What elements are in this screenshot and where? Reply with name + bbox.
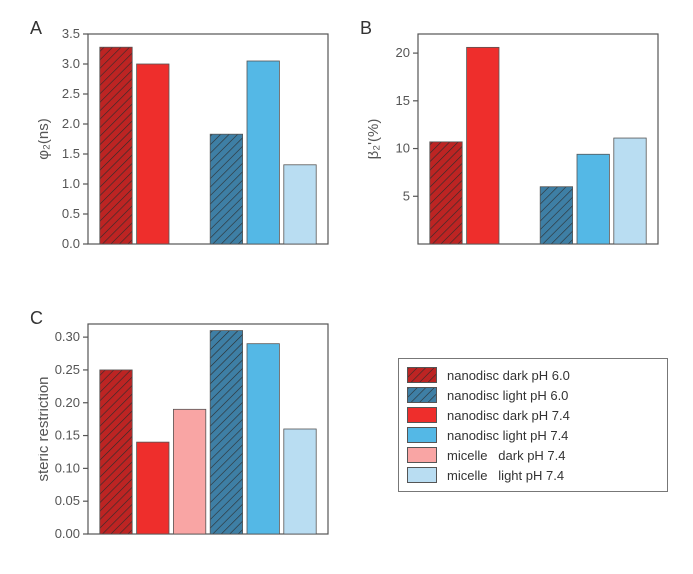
y-axis-label: steric restriction (38, 376, 52, 481)
ytick-label: 1.5 (62, 146, 80, 161)
legend-item: nanodisc dark pH 6.0 (407, 365, 657, 385)
bar (137, 442, 169, 534)
chart-b: 5 10 15 20 β₂'(%) (368, 28, 664, 256)
legend-label: micelle light pH 7.4 (447, 468, 564, 483)
ytick-label: 0.00 (55, 526, 80, 541)
bar-hatch (100, 47, 132, 244)
legend-label: nanodisc dark pH 7.4 (447, 408, 570, 423)
ytick-label: 10 (396, 141, 410, 156)
legend-label: nanodisc light pH 6.0 (447, 388, 568, 403)
legend-swatch (407, 427, 437, 443)
panel-label-b: B (360, 18, 372, 39)
legend-item: nanodisc light pH 6.0 (407, 385, 657, 405)
figure: 0.0 0.5 1.0 1.5 2.0 2.5 3.0 3.5 φ₂(ns) 5 10 15 20 β₂… (0, 0, 693, 574)
bar (137, 64, 169, 244)
legend-label: micelle dark pH 7.4 (447, 448, 566, 463)
legend-label: nanodisc light pH 7.4 (447, 428, 568, 443)
ytick-label: 3.0 (62, 56, 80, 71)
ytick-label: 0.15 (55, 428, 80, 443)
bar (284, 165, 316, 244)
ytick-label: 0.20 (55, 395, 80, 410)
ytick-label: 2.0 (62, 116, 80, 131)
bar-hatch (100, 370, 132, 534)
legend-swatch (407, 447, 437, 463)
legend-item: nanodisc dark pH 7.4 (407, 405, 657, 425)
bar (467, 47, 499, 244)
y-axis-label: φ₂(ns) (38, 118, 52, 159)
bar (577, 154, 609, 244)
bar-hatch (430, 142, 462, 244)
legend-swatch (407, 467, 437, 483)
ytick-label: 5 (403, 188, 410, 203)
legend-box: nanodisc dark pH 6.0 nanodisc light pH 6… (398, 358, 668, 492)
ytick-label: 3.5 (62, 28, 80, 41)
ytick-label: 0.05 (55, 493, 80, 508)
bar-hatch (210, 331, 242, 534)
panel-a: 0.0 0.5 1.0 1.5 2.0 2.5 3.0 3.5 φ₂(ns) (38, 28, 334, 256)
panel-c: 0.00 0.05 0.10 0.15 0.20 0.25 0.30 steric restr… (38, 318, 334, 546)
legend-item: micelle dark pH 7.4 (407, 445, 657, 465)
bar-hatch (540, 187, 572, 244)
legend-item: nanodisc light pH 7.4 (407, 425, 657, 445)
ytick-label: 15 (396, 93, 410, 108)
ytick-label: 0.5 (62, 206, 80, 221)
ytick-label: 0.0 (62, 236, 80, 251)
ytick-label: 20 (396, 45, 410, 60)
bar (173, 409, 205, 534)
legend-swatch (407, 367, 437, 383)
panel-label-a: A (30, 18, 42, 39)
panel-label-c: C (30, 308, 43, 329)
legend-label: nanodisc dark pH 6.0 (447, 368, 570, 383)
ytick-label: 0.25 (55, 362, 80, 377)
bar (247, 344, 279, 534)
bar (284, 429, 316, 534)
ytick-label: 0.30 (55, 329, 80, 344)
legend-swatch (407, 407, 437, 423)
chart-c: 0.00 0.05 0.10 0.15 0.20 0.25 0.30 steric restr… (38, 318, 334, 546)
chart-a: 0.0 0.5 1.0 1.5 2.0 2.5 3.0 3.5 φ₂(ns) (38, 28, 334, 256)
y-axis-label: β₂'(%) (368, 119, 382, 160)
bar (247, 61, 279, 244)
legend: nanodisc dark pH 6.0 nanodisc light pH 6… (398, 358, 668, 492)
ytick-label: 2.5 (62, 86, 80, 101)
bar-hatch (210, 134, 242, 244)
legend-swatch (407, 387, 437, 403)
bar (614, 138, 646, 244)
ytick-label: 0.10 (55, 460, 80, 475)
ytick-label: 1.0 (62, 176, 80, 191)
panel-b: 5 10 15 20 β₂'(%) (368, 28, 664, 256)
legend-item: micelle light pH 7.4 (407, 465, 657, 485)
